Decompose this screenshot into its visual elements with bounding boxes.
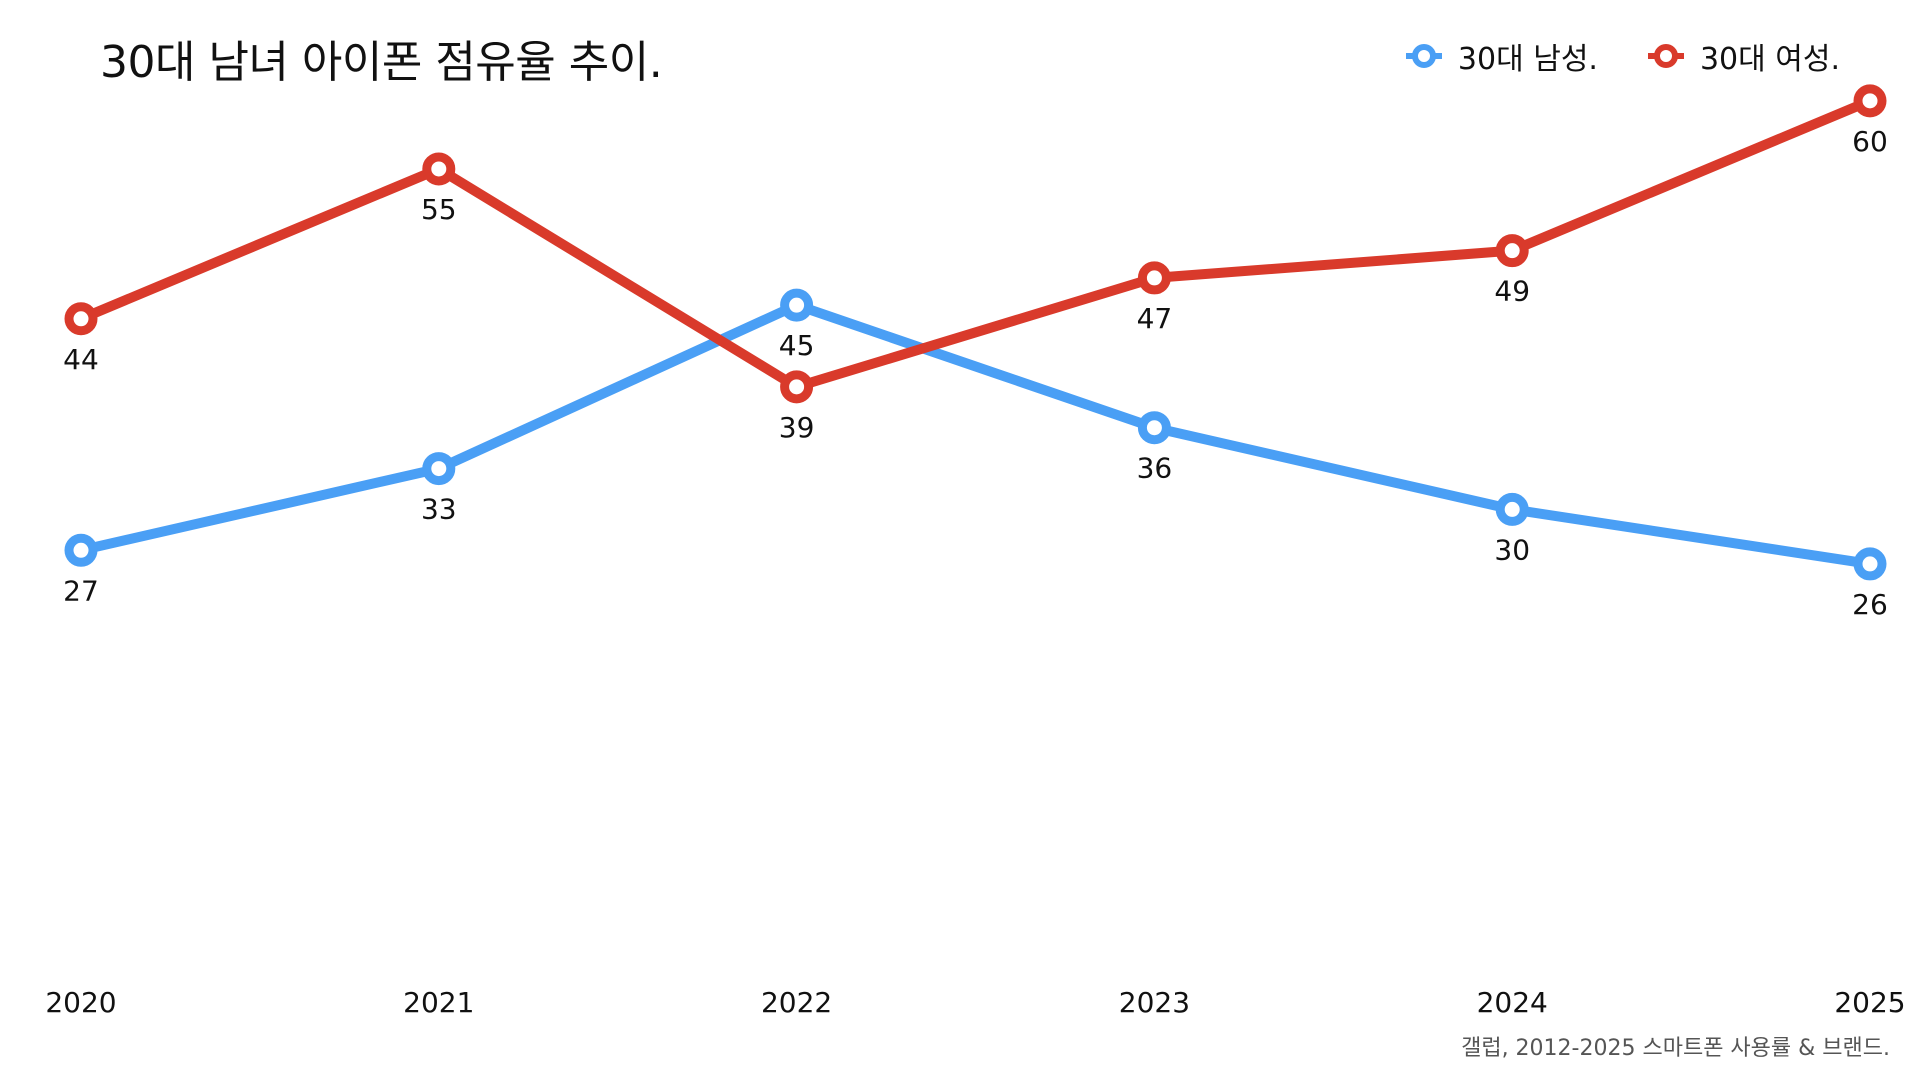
x-tick-label-5: 2025 <box>1834 986 1905 1019</box>
legend-marker-male-icon <box>1405 44 1442 68</box>
legend-item-female[interactable]: 30대 여성. <box>1646 34 1840 78</box>
data-point-0-5 <box>1853 547 1887 581</box>
chart-title: 30대 남녀 아이폰 점유율 추이. <box>100 37 663 88</box>
data-point-1-5 <box>1853 84 1887 118</box>
data-point-1-1 <box>422 152 456 186</box>
x-tick-label-2: 2022 <box>761 986 832 1019</box>
data-label-1-3: 47 <box>1137 302 1173 335</box>
data-label-0-1: 33 <box>421 493 457 526</box>
data-point-1-2 <box>780 370 814 404</box>
series-line-0 <box>76 300 1875 569</box>
data-point-1-3 <box>1137 261 1171 295</box>
x-tick-label-0: 2020 <box>45 986 116 1019</box>
data-label-0-2: 45 <box>779 329 815 362</box>
data-point-0-1 <box>422 452 456 486</box>
data-label-1-4: 49 <box>1494 275 1530 308</box>
data-label-0-0: 27 <box>63 574 99 607</box>
data-point-0-3 <box>1137 411 1171 445</box>
data-point-1-4 <box>1495 234 1529 268</box>
legend-label-female: 30대 여성. <box>1699 42 1840 77</box>
x-tick-label-3: 2023 <box>1119 986 1190 1019</box>
legend-item-male[interactable]: 30대 남성. <box>1404 34 1598 78</box>
data-point-1-0 <box>64 302 98 336</box>
series-line-1 <box>76 95 1875 392</box>
legend: 30대 남성. 30대 여성. <box>1404 34 1840 78</box>
data-label-0-5: 26 <box>1852 588 1888 621</box>
data-label-1-0: 44 <box>63 343 99 376</box>
source-note: 갤럽, 2012-2025 스마트폰 사용률 & 브랜드. <box>1461 1036 1890 1061</box>
legend-label-male: 30대 남성. <box>1457 42 1598 77</box>
data-label-1-1: 55 <box>421 193 457 226</box>
legend-marker-female-icon <box>1647 44 1684 68</box>
data-label-1-5: 60 <box>1852 125 1888 158</box>
data-point-0-4 <box>1495 492 1529 526</box>
x-tick-label-1: 2021 <box>403 986 474 1019</box>
data-label-1-2: 39 <box>779 411 815 444</box>
data-label-0-3: 36 <box>1137 452 1173 485</box>
x-tick-label-4: 2024 <box>1477 986 1548 1019</box>
data-point-0-2 <box>780 288 814 322</box>
data-point-0-0 <box>64 533 98 567</box>
data-label-0-4: 30 <box>1494 533 1530 566</box>
